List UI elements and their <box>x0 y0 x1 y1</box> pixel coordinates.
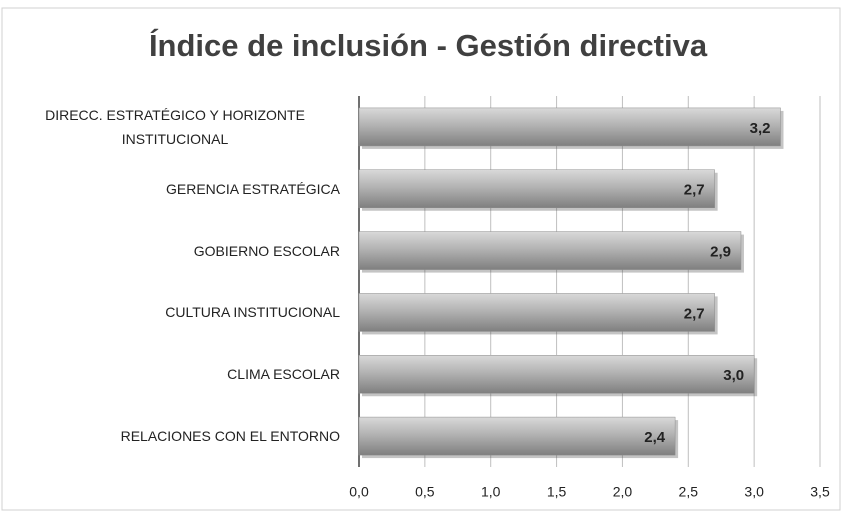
data-label: 2,7 <box>684 305 705 322</box>
bar <box>358 293 715 332</box>
x-tick-label: 3,5 <box>810 484 830 500</box>
y-tick-label-box: CLIMA ESCOLAR <box>10 344 340 404</box>
chart-title: Índice de inclusión - Gestión directiva <box>149 28 708 63</box>
x-tick-label: 2,5 <box>679 484 699 500</box>
x-tick-label: 0,0 <box>349 484 369 500</box>
bar <box>358 107 781 147</box>
data-label: 2,9 <box>710 244 731 261</box>
bar <box>358 416 676 456</box>
y-tick-label: GOBIERNO ESCOLAR <box>193 242 340 259</box>
x-tick-label: 3,0 <box>744 484 764 500</box>
y-tick-label: GERENCIA ESTRATÉGICA <box>166 180 340 197</box>
bar <box>358 355 755 394</box>
y-tick-label-box: GERENCIA ESTRATÉGICA <box>10 159 340 219</box>
data-label: 2,4 <box>644 429 666 446</box>
bar <box>358 169 715 208</box>
x-tick-label: 1,5 <box>547 484 567 500</box>
y-tick-label: CLIMA ESCOLAR <box>227 366 340 383</box>
x-tick-label: 0,5 <box>415 484 435 500</box>
y-tick-label: RELACIONES CON EL ENTORNO <box>120 428 340 445</box>
y-tick-label-box: RELACIONES CON EL ENTORNO <box>10 406 340 466</box>
y-tick-label-box: DIRECC. ESTRATÉGICO Y HORIZONTE INSTITUC… <box>10 97 340 157</box>
bar <box>358 231 742 270</box>
y-tick-label-box: CULTURA INSTITUCIONAL <box>10 282 340 342</box>
y-tick-label-box: GOBIERNO ESCOLAR <box>10 221 340 281</box>
x-tick-label: 2,0 <box>613 484 633 500</box>
data-label: 3,0 <box>723 367 744 384</box>
x-tick-label: 1,0 <box>481 484 501 500</box>
y-tick-label: CULTURA INSTITUCIONAL <box>165 304 340 321</box>
data-label: 3,2 <box>750 120 771 137</box>
y-tick-label: DIRECC. ESTRATÉGICO Y HORIZONTE INSTITUC… <box>45 106 305 147</box>
data-label: 2,7 <box>684 182 705 199</box>
